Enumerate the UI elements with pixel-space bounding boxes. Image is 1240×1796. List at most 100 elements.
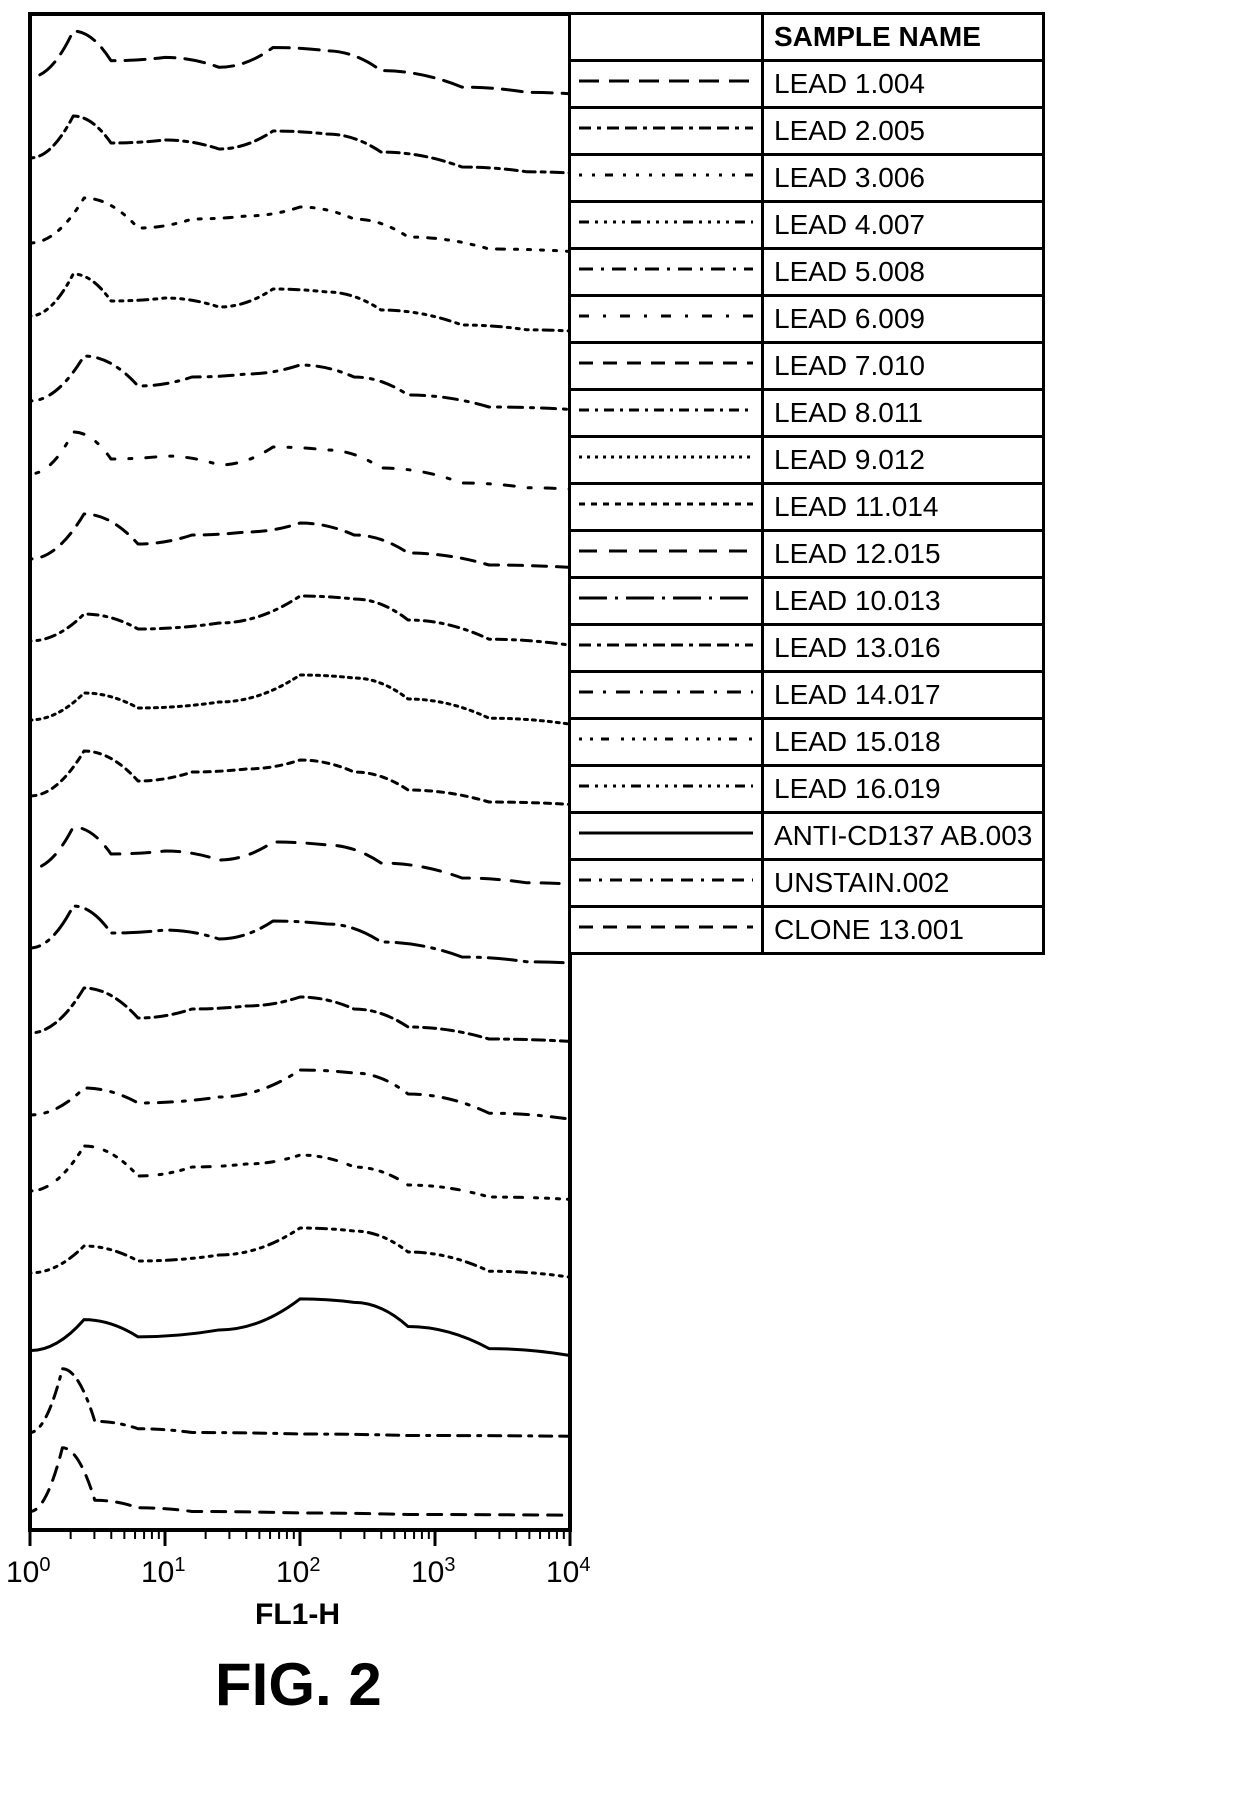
legend-name-cell: LEAD 9.012 xyxy=(763,437,1044,484)
legend-row: LEAD 5.008 xyxy=(570,249,1044,296)
legend-name-cell: LEAD 7.010 xyxy=(763,343,1044,390)
histogram-trace xyxy=(30,1369,570,1440)
histogram-trace xyxy=(30,1299,570,1361)
legend-pattern-icon xyxy=(571,818,761,848)
legend-row: LEAD 8.011 xyxy=(570,390,1044,437)
legend-pattern-icon xyxy=(571,489,761,519)
histogram-trace xyxy=(30,675,570,729)
legend-pattern-icon xyxy=(571,442,761,472)
legend-pattern-icon xyxy=(571,254,761,284)
legend-pattern-cell xyxy=(570,813,763,860)
legend-pattern-cell xyxy=(570,531,763,578)
histogram-trace xyxy=(30,1146,570,1203)
legend-pattern-cell xyxy=(570,296,763,343)
x-tick-label: 102 xyxy=(276,1554,321,1590)
figure-page: SAMPLE NAME LEAD 1.004LEAD 2.005LEAD 3.0… xyxy=(0,0,1240,1796)
histogram-trace xyxy=(30,116,570,176)
legend-row: LEAD 2.005 xyxy=(570,108,1044,155)
legend-header-row: SAMPLE NAME xyxy=(570,14,1044,61)
legend-name-cell: LEAD 2.005 xyxy=(763,108,1044,155)
legend-pattern-icon xyxy=(571,630,761,660)
legend-row: LEAD 15.018 xyxy=(570,719,1044,766)
legend-row: LEAD 1.004 xyxy=(570,61,1044,108)
legend-name-cell: LEAD 14.017 xyxy=(763,672,1044,719)
legend-pattern-cell xyxy=(570,108,763,155)
legend-pattern-icon xyxy=(571,912,761,942)
legend-name-cell: LEAD 5.008 xyxy=(763,249,1044,296)
x-axis-label: FL1-H xyxy=(255,1598,340,1632)
histogram-trace xyxy=(30,432,570,492)
figure-caption: FIG. 2 xyxy=(215,1650,382,1719)
legend-name-cell: LEAD 4.007 xyxy=(763,202,1044,249)
legend-name-cell: LEAD 6.009 xyxy=(763,296,1044,343)
legend-pattern-icon xyxy=(571,583,761,613)
legend-name-cell: LEAD 8.011 xyxy=(763,390,1044,437)
legend-name-cell: LEAD 1.004 xyxy=(763,61,1044,108)
legend-name-cell: ANTI-CD137 AB.003 xyxy=(763,813,1044,860)
legend-pattern-icon xyxy=(571,348,761,378)
legend-row: LEAD 16.019 xyxy=(570,766,1044,813)
legend-pattern-cell xyxy=(570,672,763,719)
legend-pattern-cell xyxy=(570,625,763,672)
legend-pattern-icon xyxy=(571,207,761,237)
x-tick-label: 103 xyxy=(411,1554,456,1590)
legend-pattern-cell xyxy=(570,61,763,108)
legend-pattern-icon xyxy=(571,771,761,801)
legend-pattern-icon xyxy=(571,677,761,707)
legend-row: LEAD 10.013 xyxy=(570,578,1044,625)
x-tick-label: 101 xyxy=(141,1554,186,1590)
legend-row: LEAD 12.015 xyxy=(570,531,1044,578)
histogram-trace xyxy=(30,274,570,334)
histogram-trace xyxy=(30,596,570,650)
legend-pattern-icon xyxy=(571,160,761,190)
legend-row: CLONE 13.001 xyxy=(570,907,1044,954)
sample-legend-table: SAMPLE NAME LEAD 1.004LEAD 2.005LEAD 3.0… xyxy=(568,12,1045,955)
legend-pattern-icon xyxy=(571,536,761,566)
legend-pattern-cell xyxy=(570,719,763,766)
legend-name-cell: UNSTAIN.002 xyxy=(763,860,1044,907)
legend-name-cell: LEAD 10.013 xyxy=(763,578,1044,625)
legend-row: LEAD 3.006 xyxy=(570,155,1044,202)
legend-row: LEAD 14.017 xyxy=(570,672,1044,719)
legend-row: LEAD 6.009 xyxy=(570,296,1044,343)
legend-name-cell: LEAD 12.015 xyxy=(763,531,1044,578)
legend-pattern-cell xyxy=(570,578,763,625)
histogram-trace xyxy=(30,1070,570,1124)
histogram-trace xyxy=(30,198,570,255)
legend-pattern-cell xyxy=(570,202,763,249)
legend-pattern-cell xyxy=(570,155,763,202)
legend-row: LEAD 7.010 xyxy=(570,343,1044,390)
legend-row: LEAD 13.016 xyxy=(570,625,1044,672)
legend-pattern-icon xyxy=(571,66,761,96)
histogram-trace xyxy=(30,988,570,1045)
legend-name-cell: LEAD 16.019 xyxy=(763,766,1044,813)
legend-pattern-cell xyxy=(570,766,763,813)
legend-row: ANTI-CD137 AB.003 xyxy=(570,813,1044,860)
legend-pattern-icon xyxy=(571,395,761,425)
histogram-trace xyxy=(30,1448,570,1519)
x-tick-label: 104 xyxy=(546,1554,591,1590)
legend-name-cell: LEAD 3.006 xyxy=(763,155,1044,202)
legend-pattern-cell xyxy=(570,343,763,390)
x-tick-label: 100 xyxy=(6,1554,51,1590)
legend-pattern-icon xyxy=(571,113,761,143)
legend-row: LEAD 4.007 xyxy=(570,202,1044,249)
legend-pattern-cell xyxy=(570,437,763,484)
legend-pattern-cell xyxy=(570,484,763,531)
legend-pattern-icon xyxy=(571,301,761,331)
histogram-trace xyxy=(30,514,570,571)
legend-name-cell: LEAD 13.016 xyxy=(763,625,1044,672)
legend-pattern-cell xyxy=(570,390,763,437)
histogram-trace xyxy=(30,906,570,966)
legend-pattern-cell xyxy=(570,249,763,296)
legend-name-cell: CLONE 13.001 xyxy=(763,907,1044,954)
histogram-trace xyxy=(30,1228,570,1282)
legend-pattern-icon xyxy=(571,724,761,754)
legend-pattern-icon xyxy=(571,865,761,895)
histogram-trace xyxy=(30,751,570,808)
legend-header-name: SAMPLE NAME xyxy=(763,14,1044,61)
histogram-trace xyxy=(30,827,570,887)
legend-row: LEAD 9.012 xyxy=(570,437,1044,484)
plot-border xyxy=(30,14,570,1530)
legend-pattern-cell xyxy=(570,860,763,907)
